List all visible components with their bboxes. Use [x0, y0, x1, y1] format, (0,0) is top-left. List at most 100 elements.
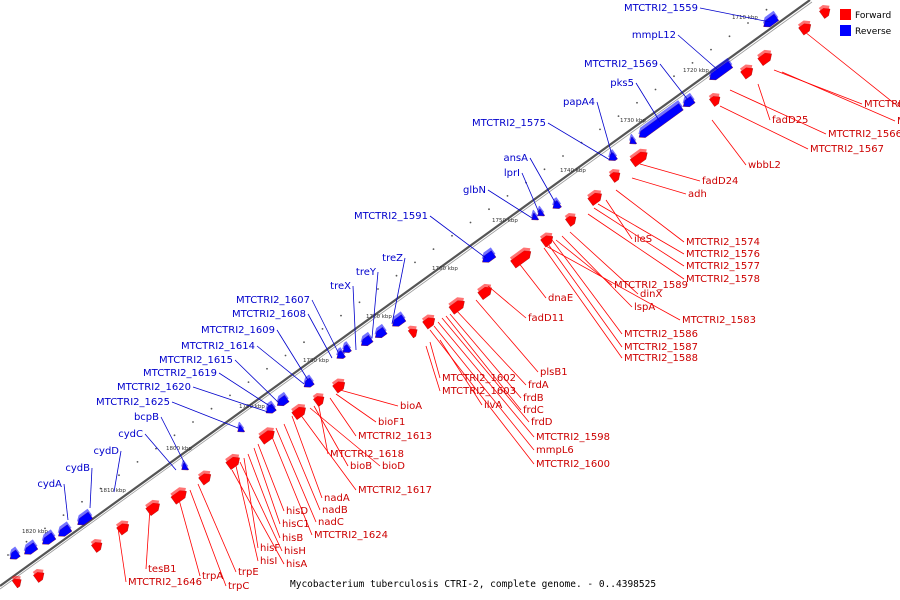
scale-tick-label: 1730 kbp: [620, 118, 646, 124]
gene-label: bioD: [382, 461, 405, 472]
leader-line: [429, 329, 535, 465]
gene-label: fadD25: [772, 115, 808, 126]
gene-label: MTCTRI2_1576: [686, 249, 760, 260]
forward-gene: [421, 314, 436, 330]
forward-gene: [797, 20, 812, 36]
leader-line: [639, 163, 701, 182]
forward-gene: [11, 575, 22, 589]
scale-dot: [210, 407, 213, 410]
reverse-gene: [708, 57, 734, 81]
leader-line: [429, 341, 441, 379]
reverse-gene: [9, 546, 21, 560]
scale-dot: [44, 527, 46, 530]
gene-label: MTCTRI2_1574: [686, 237, 760, 248]
gene-label: MTCTRI2_1617: [358, 485, 432, 496]
forward-gene: [539, 232, 554, 248]
legend-reverse-swatch: [840, 25, 851, 36]
gene-label: bioF1: [378, 417, 405, 428]
leader-line: [561, 235, 633, 308]
reverse-gene: [682, 92, 696, 107]
scale-dot: [340, 314, 342, 317]
gene-label: nadB: [322, 505, 348, 516]
gene-label: frdC: [523, 405, 544, 416]
gene-label: MTCTRI2_1614: [181, 341, 255, 352]
leader-line: [192, 386, 269, 413]
gene-label: treX: [330, 281, 351, 292]
forward-gene: [448, 297, 465, 315]
gene-label: MTCTRI2_1583: [682, 315, 756, 326]
gene-label: dinX: [640, 289, 662, 300]
scale-dot: [395, 274, 398, 277]
scale-dot: [303, 341, 305, 344]
scale-dot: [247, 381, 250, 383]
scale-dot: [617, 115, 620, 117]
leader-line: [391, 257, 406, 325]
scale-tick-label: 1760 kbp: [432, 266, 458, 272]
gene-label: hisF: [260, 543, 280, 554]
gene-label: cydC: [118, 429, 143, 440]
gene-label: fadD11: [528, 313, 564, 324]
scale-dot: [728, 35, 731, 38]
forward-gene: [509, 247, 532, 269]
scale-dot: [155, 447, 157, 450]
gene-label: hisD: [286, 506, 308, 517]
reverse-gene: [391, 311, 407, 327]
leader-line: [307, 313, 333, 359]
scale-tick-label: 1800 kbp: [166, 446, 192, 452]
reverse-gene: [762, 10, 780, 28]
gene-label: treY: [356, 267, 377, 278]
reverse-gene: [629, 133, 637, 145]
leader-line: [547, 122, 611, 161]
scale-dot: [599, 128, 601, 131]
forward-gene: [708, 93, 721, 107]
gene-label: MTCTRI2_1598: [536, 432, 610, 443]
scale-dot: [710, 48, 712, 51]
legend: Forward Reverse: [840, 9, 892, 37]
scale-dot: [358, 301, 361, 304]
scale-dot: [765, 8, 768, 11]
leader-line: [729, 89, 827, 135]
gene-label: cydD: [94, 446, 120, 457]
leader-line: [631, 177, 687, 195]
map-caption: Mycobacterium tuberculosis CTRI-2, compl…: [290, 579, 656, 590]
forward-gene: [564, 213, 577, 227]
reverse-gene: [481, 247, 497, 263]
leader-line: [243, 457, 259, 549]
scale-dot: [25, 540, 28, 543]
scale-dot: [99, 487, 102, 490]
gene-label: mmpL6: [536, 445, 574, 456]
gene-label: MTCTRI2_1625: [96, 397, 170, 408]
leader-line: [569, 231, 639, 295]
leader-line: [160, 416, 187, 467]
gene-label: MTCTRI2_1600: [536, 459, 610, 470]
gene-label: trpA: [202, 571, 223, 582]
reverse-gene: [57, 521, 73, 537]
gene-label: MTCTRI2_1619: [143, 368, 217, 379]
leader-line: [593, 207, 685, 267]
reverse-gene: [638, 100, 684, 138]
gene-label: nadC: [318, 517, 344, 528]
leader-line: [521, 172, 541, 216]
gene-label: MTCTRI2_1603: [442, 386, 516, 397]
leader-line: [437, 321, 535, 438]
leader-line: [587, 213, 685, 280]
leader-line: [773, 69, 863, 105]
gene-label: frdA: [528, 380, 549, 391]
leader-line: [635, 82, 661, 123]
reverse-gene: [276, 391, 290, 406]
forward-gene: [757, 49, 772, 66]
scale-dot: [266, 367, 268, 370]
leader-line: [144, 433, 177, 471]
reverse-gene: [531, 209, 539, 221]
leader-line: [487, 189, 533, 219]
leader-line: [781, 71, 896, 122]
leader-line: [475, 299, 539, 373]
leader-line: [605, 199, 633, 240]
forward-gene: [818, 5, 831, 19]
leader-line: [239, 461, 283, 552]
gene-label: trpE: [238, 567, 259, 578]
scale-dot: [284, 354, 287, 357]
scale-tick-label: 1750 kbp: [492, 218, 518, 224]
leader-line: [113, 450, 122, 493]
leader-line: [545, 245, 681, 321]
